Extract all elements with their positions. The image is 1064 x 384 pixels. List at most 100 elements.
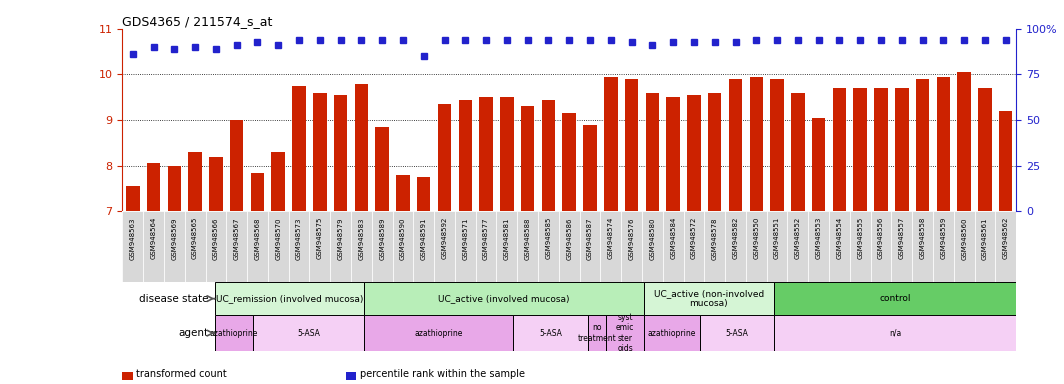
Bar: [251, 172, 264, 211]
Bar: [497, 211, 517, 282]
Text: 5-ASA: 5-ASA: [539, 329, 562, 338]
Bar: [144, 211, 164, 282]
Bar: [687, 95, 701, 211]
Bar: [164, 211, 185, 282]
Bar: [642, 211, 663, 282]
Bar: [253, 315, 364, 351]
Text: GSM948566: GSM948566: [213, 217, 219, 260]
Text: GSM948578: GSM948578: [712, 217, 718, 260]
Bar: [417, 177, 431, 211]
Bar: [476, 211, 497, 282]
Text: GSM948577: GSM948577: [483, 217, 489, 260]
Bar: [364, 282, 644, 315]
Bar: [912, 211, 933, 282]
Bar: [188, 152, 202, 211]
Text: azathioprine: azathioprine: [415, 329, 463, 338]
Bar: [792, 93, 804, 211]
Text: UC_active (involved mucosa): UC_active (involved mucosa): [438, 294, 570, 303]
Text: GSM948572: GSM948572: [691, 217, 697, 260]
Text: GSM948555: GSM948555: [858, 217, 863, 259]
Bar: [644, 282, 774, 315]
Text: GSM948554: GSM948554: [836, 217, 843, 259]
Bar: [413, 211, 434, 282]
Text: GSM948551: GSM948551: [775, 217, 780, 260]
Bar: [521, 106, 534, 211]
Bar: [434, 211, 455, 282]
Text: GSM948552: GSM948552: [795, 217, 801, 259]
Text: GSM948567: GSM948567: [234, 217, 239, 260]
Bar: [850, 211, 870, 282]
Bar: [812, 118, 826, 211]
Bar: [625, 79, 638, 211]
Bar: [334, 95, 347, 211]
Text: GSM948582: GSM948582: [732, 217, 738, 260]
Text: 5-ASA: 5-ASA: [297, 329, 320, 338]
Text: GSM948562: GSM948562: [1002, 217, 1009, 260]
Text: azathioprine: azathioprine: [210, 329, 259, 338]
Bar: [480, 97, 493, 211]
Text: GSM948580: GSM948580: [649, 217, 655, 260]
Bar: [749, 77, 763, 211]
Text: UC_remission (involved mucosa): UC_remission (involved mucosa): [216, 294, 364, 303]
Text: GSM948591: GSM948591: [420, 217, 427, 260]
Bar: [293, 86, 305, 211]
Bar: [583, 125, 597, 211]
Bar: [147, 164, 161, 211]
Text: GSM948563: GSM948563: [130, 217, 136, 260]
Bar: [517, 211, 538, 282]
Bar: [215, 315, 253, 351]
Text: GSM948569: GSM948569: [171, 217, 178, 260]
Bar: [606, 315, 644, 351]
Text: no
treatment: no treatment: [578, 323, 616, 343]
Bar: [538, 211, 559, 282]
Text: GSM948576: GSM948576: [629, 217, 634, 260]
Bar: [230, 120, 244, 211]
Bar: [600, 211, 621, 282]
Bar: [271, 152, 285, 211]
Bar: [247, 211, 268, 282]
Text: GSM948557: GSM948557: [899, 217, 904, 260]
Bar: [995, 211, 1016, 282]
Bar: [393, 211, 413, 282]
Bar: [833, 88, 846, 211]
Bar: [663, 211, 683, 282]
Bar: [621, 211, 642, 282]
Bar: [704, 211, 726, 282]
Text: GSM948581: GSM948581: [504, 217, 510, 260]
Bar: [185, 211, 205, 282]
Text: GSM948550: GSM948550: [753, 217, 760, 260]
Text: transformed count: transformed count: [136, 369, 227, 379]
Bar: [936, 77, 950, 211]
Bar: [513, 315, 587, 351]
Text: azathioprine: azathioprine: [648, 329, 696, 338]
Bar: [580, 211, 600, 282]
Bar: [892, 211, 912, 282]
Text: GSM948573: GSM948573: [296, 217, 302, 260]
Text: control: control: [879, 294, 911, 303]
Text: GSM948561: GSM948561: [982, 217, 988, 260]
Text: GSM948575: GSM948575: [317, 217, 322, 260]
Text: GSM948559: GSM948559: [941, 217, 946, 260]
Text: GSM948556: GSM948556: [878, 217, 884, 260]
Bar: [376, 127, 389, 211]
Bar: [351, 211, 371, 282]
Bar: [916, 79, 929, 211]
Text: n/a: n/a: [888, 329, 901, 338]
Bar: [933, 211, 953, 282]
Bar: [770, 79, 784, 211]
Text: GDS4365 / 211574_s_at: GDS4365 / 211574_s_at: [122, 15, 272, 28]
Bar: [895, 88, 909, 211]
Bar: [999, 111, 1013, 211]
Text: GSM948589: GSM948589: [379, 217, 385, 260]
Bar: [975, 211, 995, 282]
Text: GSM948579: GSM948579: [337, 217, 344, 260]
Bar: [708, 93, 721, 211]
Bar: [853, 88, 867, 211]
Bar: [958, 72, 971, 211]
Text: GSM948568: GSM948568: [254, 217, 261, 260]
Bar: [829, 211, 850, 282]
Bar: [809, 211, 829, 282]
Bar: [644, 315, 699, 351]
Bar: [666, 97, 680, 211]
Bar: [122, 211, 144, 282]
